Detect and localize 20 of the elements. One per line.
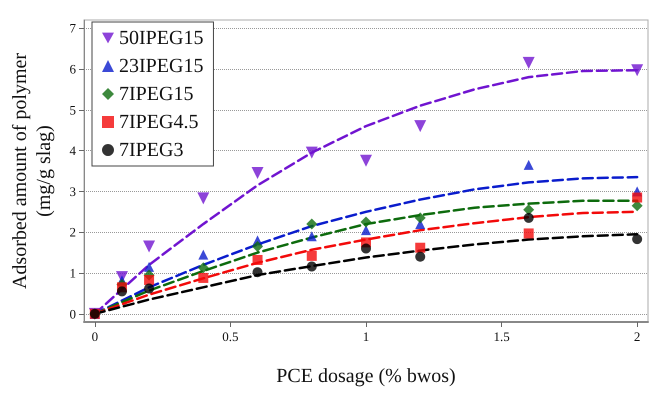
x-tick-label: 1 [362, 329, 370, 344]
y-tick-label: 7 [70, 20, 76, 36]
y-tick-label: 5 [70, 102, 76, 118]
y-tick-label: 0 [70, 306, 76, 322]
y-tick-label: 3 [70, 184, 76, 199]
y-tick-label: 2 [70, 224, 76, 240]
x-tick-label: 1.5 [493, 329, 510, 344]
x-tick-label: 0.5 [222, 329, 239, 344]
legend-label: 7IPEG15 [119, 83, 194, 105]
legend-label: 7IPEG3 [119, 139, 184, 161]
y-tick-label: 6 [70, 61, 76, 76]
legend-label: 23IPEG15 [119, 55, 204, 77]
legend-label: 50IPEG15 [119, 27, 204, 49]
y-tick-label: 4 [70, 143, 76, 158]
x-tick-label: 2 [634, 329, 640, 344]
x-tick-label: 0 [92, 329, 98, 344]
legend-label: 7IPEG4.5 [119, 111, 198, 133]
y-axis-title: Adsorbed amount of polymer (mg/g slag) [9, 52, 55, 290]
y-tick-label: 1 [70, 266, 76, 281]
x-axis-title: PCE dosage (% bwos) [276, 365, 456, 387]
